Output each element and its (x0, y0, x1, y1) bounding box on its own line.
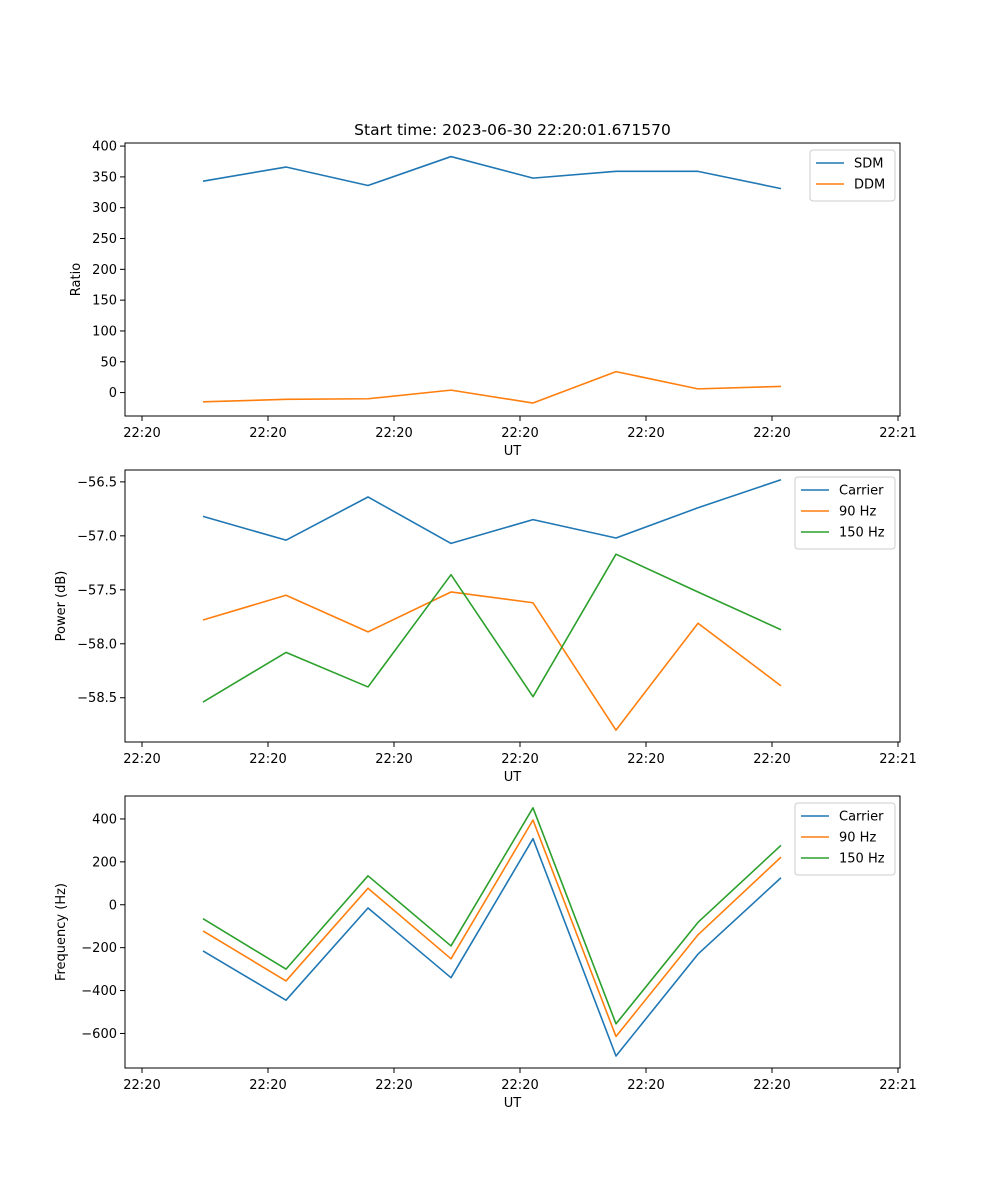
legend-box (794, 802, 896, 876)
x-tick-label: 22:21 (879, 752, 916, 767)
x-tick-label: 22:20 (375, 1078, 412, 1093)
y-tick-label: 150 (92, 294, 117, 309)
x-tick-label: 22:20 (501, 1078, 538, 1093)
x-tick-label: 22:20 (627, 1078, 664, 1093)
x-tick-label: 22:20 (375, 426, 412, 441)
x-tick-label: 22:20 (753, 1078, 790, 1093)
y-tick-label: 50 (100, 355, 117, 370)
x-tick-label: 22:20 (627, 752, 664, 767)
y-tick-label: 0 (109, 386, 117, 401)
y-axis-label: Frequency (Hz) (54, 883, 69, 981)
legend-label: Carrier (839, 484, 884, 499)
legend: Carrier 90 Hz 150 Hz (794, 476, 896, 550)
y-tick-label: 200 (92, 855, 117, 870)
chart-panel-3: 22:20 22:20 22:20 22:20 22:20 22:20 22:21 −600 −… (54, 795, 917, 1111)
x-tick-label: 22:20 (249, 752, 286, 767)
y-tick-label: −56.5 (77, 475, 117, 490)
y-tick-label: 350 (92, 170, 117, 185)
series-line-carrier (202, 837, 782, 1057)
x-tick-label: 22:20 (249, 1078, 286, 1093)
y-tick-label: −400 (81, 984, 117, 999)
legend-label: SDM (854, 157, 883, 172)
x-tick-label: 22:21 (879, 426, 916, 441)
legend: SDM DDM (809, 149, 896, 202)
chart-panel-2: 22:20 22:20 22:20 22:20 22:20 22:20 22:21 −58.5… (54, 469, 917, 785)
y-tick-label: −600 (81, 1027, 117, 1042)
series-line-sdm (202, 155, 782, 190)
legend-label: DDM (854, 178, 885, 193)
y-tick-label: −57.5 (77, 583, 117, 598)
legend-label: 90 Hz (839, 831, 876, 846)
y-axis-label: Power (dB) (54, 571, 69, 642)
x-tick-label: 22:20 (501, 426, 538, 441)
y-tick-label: −57.0 (77, 529, 117, 544)
legend: Carrier 90 Hz 150 Hz (794, 802, 896, 876)
y-tick-label: 200 (92, 263, 117, 278)
chart-title: Start time: 2023-06-30 22:20:01.671570 (354, 121, 671, 139)
legend-label: Carrier (839, 810, 884, 825)
x-tick-label: 22:20 (249, 426, 286, 441)
x-tick-label: 22:20 (375, 752, 412, 767)
series-line-ddm (202, 370, 782, 404)
x-tick-label: 22:20 (627, 426, 664, 441)
y-tick-label: −58.0 (77, 637, 117, 652)
axes-frame (124, 142, 901, 417)
y-tick-label: −58.5 (77, 691, 117, 706)
x-tick-label: 22:20 (123, 1078, 160, 1093)
y-tick-label: 0 (109, 898, 117, 913)
x-axis-label: UT (504, 444, 522, 459)
y-tick-label: −200 (81, 941, 117, 956)
x-axis-label: UT (504, 770, 522, 785)
x-tick-label: 22:20 (753, 426, 790, 441)
series-line-150-hz (202, 806, 782, 1025)
x-tick-label: 22:20 (123, 426, 160, 441)
axes-frame (124, 469, 901, 743)
legend-label: 150 Hz (839, 852, 885, 867)
x-tick-label: 22:20 (753, 752, 790, 767)
y-axis-label: Ratio (69, 263, 84, 296)
series-line-90-hz (202, 819, 782, 1038)
y-tick-label: 250 (92, 232, 117, 247)
series-line-150-hz (202, 553, 782, 703)
x-axis-label: UT (504, 1096, 522, 1111)
y-tick-label: 300 (92, 201, 117, 216)
series-line-90-hz (202, 591, 782, 731)
x-tick-label: 22:20 (123, 752, 160, 767)
x-tick-label: 22:21 (879, 1078, 916, 1093)
y-tick-label: 400 (92, 140, 117, 155)
legend-label: 150 Hz (839, 526, 885, 541)
series-line-carrier (202, 478, 782, 545)
legend-box (794, 476, 896, 550)
legend-label: 90 Hz (839, 505, 876, 520)
chart-panel-1: Start time: 2023-06-30 22:20:01.671570 22… (69, 121, 917, 459)
y-tick-label: 400 (92, 812, 117, 827)
x-tick-label: 22:20 (501, 752, 538, 767)
y-tick-label: 100 (92, 324, 117, 339)
axes-frame (124, 795, 901, 1069)
